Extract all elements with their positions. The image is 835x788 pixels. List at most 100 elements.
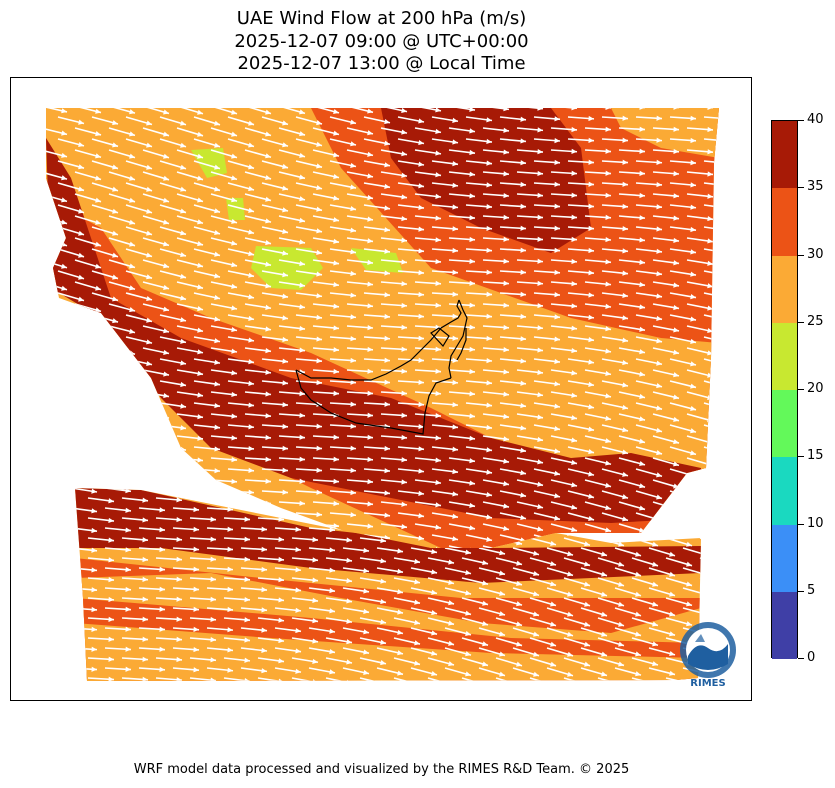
wind-arrow-head bbox=[91, 547, 97, 553]
wind-arrow-head bbox=[350, 423, 356, 429]
wind-arrow-head bbox=[197, 175, 203, 181]
wind-arrow-head bbox=[367, 501, 373, 507]
wind-arrow-head bbox=[61, 108, 67, 114]
wind-arrow-head bbox=[452, 402, 458, 408]
wind-arrow-head bbox=[418, 161, 424, 167]
wind-arrow bbox=[142, 435, 170, 441]
wind-arrow-head bbox=[384, 292, 390, 298]
wind-arrow-head bbox=[180, 360, 186, 366]
wind-arrow-head bbox=[142, 636, 148, 642]
wind-arrow-head bbox=[418, 490, 424, 496]
orange-band-upper-east bbox=[611, 108, 719, 158]
wind-arrow-head bbox=[61, 329, 67, 335]
wind-arrow-head bbox=[673, 304, 679, 311]
wind-arrow-head bbox=[95, 153, 101, 159]
wind-arrow-head bbox=[197, 349, 203, 355]
wind-arrow-head bbox=[214, 424, 220, 430]
wind-arrow-head bbox=[112, 447, 118, 454]
wind-arrow-head bbox=[431, 548, 437, 555]
wind-arrow-head bbox=[384, 270, 390, 276]
wind-arrow-head bbox=[231, 478, 237, 485]
wind-arrow-head bbox=[129, 458, 135, 464]
wind-arrow-head bbox=[282, 445, 288, 451]
wind-arrow-head bbox=[605, 415, 611, 421]
wind-arrow-head bbox=[244, 596, 250, 603]
wind-arrow-head bbox=[61, 546, 67, 548]
colorbar-tick-label: 15 bbox=[807, 448, 824, 464]
wind-arrow-head bbox=[214, 489, 220, 496]
wind-arrow-head bbox=[95, 241, 101, 247]
wind-arrow-head bbox=[282, 163, 288, 169]
wind-arrow-head bbox=[639, 148, 645, 154]
wind-arrow-head bbox=[146, 186, 152, 192]
wind-arrow bbox=[210, 501, 238, 505]
wind-arrow bbox=[699, 517, 701, 527]
wind-arrow bbox=[91, 358, 119, 367]
wind-arrow-head bbox=[210, 496, 216, 503]
wind-arrow-head bbox=[163, 153, 169, 159]
wind-arrow-head bbox=[180, 230, 186, 236]
wind-arrow-head bbox=[61, 285, 67, 291]
wind-arrow-head bbox=[244, 657, 250, 663]
wind-arrow-head bbox=[605, 482, 611, 488]
wind-arrow-head bbox=[482, 560, 488, 566]
wind-arrow-head bbox=[112, 142, 118, 148]
wind-arrow-head bbox=[346, 578, 352, 584]
wind-arrow-head bbox=[690, 160, 696, 166]
wind-arrow-head bbox=[622, 315, 628, 321]
wind-arrow-head bbox=[193, 606, 199, 612]
wind-arrow bbox=[721, 150, 747, 153]
wind-arrow-head bbox=[707, 171, 713, 177]
wind-arrow-head bbox=[350, 314, 356, 320]
wind-arrow-head bbox=[244, 677, 250, 681]
wind-arrow-head bbox=[571, 437, 577, 443]
wind-arrow-head bbox=[588, 337, 594, 343]
wind-arrow-head bbox=[584, 661, 590, 667]
wind-arrow bbox=[448, 545, 476, 548]
wind-arrow-head bbox=[656, 293, 662, 299]
wind-arrow-head bbox=[142, 676, 148, 681]
wind-arrow-head bbox=[486, 247, 492, 253]
wind-arrow bbox=[703, 534, 719, 544]
wind-arrow bbox=[682, 607, 701, 616]
wind-arrow-head bbox=[537, 127, 543, 133]
wind-arrow-head bbox=[146, 317, 152, 323]
wind-arrow-head bbox=[180, 381, 186, 388]
wind-arrow bbox=[665, 497, 693, 507]
wind-arrow-head bbox=[418, 204, 424, 211]
map-title-line1: UAE Wind Flow at 200 hPa (m/s) bbox=[236, 8, 527, 29]
wind-arrow-head bbox=[571, 303, 577, 309]
wind-arrow-head bbox=[142, 517, 148, 523]
wind-arrow-head bbox=[431, 670, 437, 677]
wind-arrow-head bbox=[499, 631, 505, 637]
wind-arrow-head bbox=[210, 576, 216, 582]
wind-arrow-head bbox=[329, 669, 335, 675]
wind-arrow-head bbox=[78, 470, 84, 476]
wind-arrow-head bbox=[248, 380, 254, 386]
wind-arrow-head bbox=[622, 159, 628, 165]
wind-arrow-head bbox=[248, 272, 254, 278]
wind-arrow-head bbox=[741, 194, 747, 199]
wind-arrow-head bbox=[554, 225, 560, 231]
wind-arrow-head bbox=[363, 649, 369, 655]
wind-arrow-head bbox=[282, 207, 288, 213]
wind-arrow-head bbox=[673, 170, 679, 177]
wind-arrow-head bbox=[193, 526, 199, 532]
wind-arrow-head bbox=[197, 327, 203, 333]
wind-arrow-head bbox=[265, 239, 271, 246]
wind-arrow-head bbox=[312, 618, 318, 624]
wind-arrow-head bbox=[278, 658, 284, 664]
wind-arrow-head bbox=[741, 351, 747, 356]
wind-arrow-head bbox=[567, 611, 573, 617]
wind-arrow-head bbox=[312, 577, 318, 583]
wind-arrow-head bbox=[112, 339, 118, 345]
wind-arrow-head bbox=[724, 272, 730, 277]
wind-arrow-head bbox=[265, 478, 271, 484]
wind-arrow-head bbox=[724, 539, 730, 544]
wind-arrow-head bbox=[129, 307, 135, 313]
wind-arrow-head bbox=[350, 184, 356, 190]
wind-arrow-head bbox=[537, 459, 543, 465]
wind-arrow-head bbox=[163, 175, 169, 181]
wind-arrow-head bbox=[673, 282, 679, 288]
wind-arrow bbox=[597, 677, 625, 681]
